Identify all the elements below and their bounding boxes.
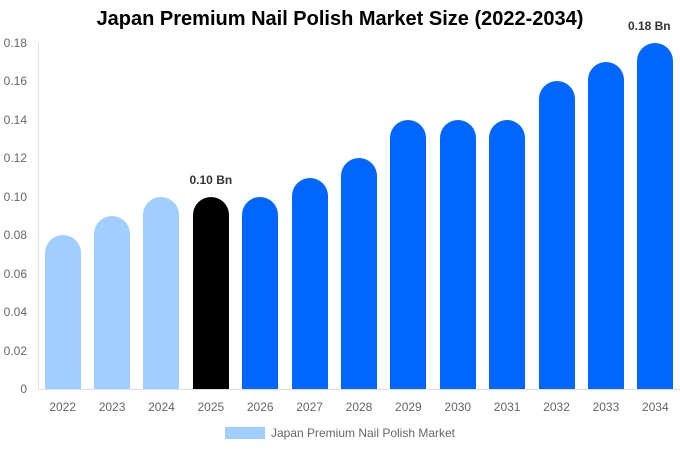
x-tick-label: 2022 [49,400,77,414]
bar-2028 [341,158,377,389]
legend: Japan Premium Nail Polish Market [0,426,680,440]
bar-2027 [291,177,328,389]
x-tick-label: 2026 [246,400,274,414]
plot-area [38,43,680,389]
y-tick-label: 0 [20,382,27,396]
bar-2026 [242,196,279,389]
y-tick-label: 0.16 [3,74,27,89]
x-tick-label: 2030 [444,400,472,414]
bar-2031 [489,119,526,389]
bar-2029 [390,119,427,389]
x-tick-label: 2025 [197,400,225,414]
y-tick-label: 0.04 [3,305,27,320]
y-tick-label: 0.10 [3,189,27,204]
bar-2023 [94,216,131,389]
x-tick-label: 2031 [493,400,521,414]
value-label-2034: 0.18 Bn [627,19,671,33]
y-axis-line [38,43,39,389]
y-tick-label: 0.06 [3,266,27,281]
x-tick-label: 2024 [148,400,175,414]
bar-2033 [587,62,624,389]
value-label-2025: 0.10 Bn [189,172,233,187]
legend-label: Japan Premium Nail Polish Market [270,426,456,440]
legend-swatch [224,427,265,439]
x-tick-label: 2032 [543,400,570,414]
bar-2024 [143,196,180,389]
y-tick-label: 0.12 [3,151,27,166]
chart-title: Japan Premium Nail Polish Market Size (2… [96,8,584,30]
bar-2030 [439,119,476,389]
x-axis-line [38,389,680,390]
y-tick-label: 0.02 [3,343,27,358]
y-tick-label: 0.18 [3,36,27,50]
bar-2022 [44,235,81,389]
x-tick-label: 2028 [345,400,373,414]
x-tick-label: 2029 [395,400,422,414]
x-tick-label: 2034 [641,400,669,414]
y-tick-label: 0.08 [3,228,27,243]
bar-2032 [538,81,575,389]
x-tick-label: 2033 [592,400,620,414]
x-tick-label: 2023 [98,400,126,414]
y-tick-label: 0.14 [3,112,27,127]
bar-2034 [637,43,674,389]
x-tick-label: 2027 [296,400,323,414]
bar-2025 [192,196,229,389]
